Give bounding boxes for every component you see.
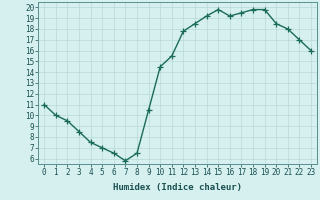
X-axis label: Humidex (Indice chaleur): Humidex (Indice chaleur) (113, 183, 242, 192)
